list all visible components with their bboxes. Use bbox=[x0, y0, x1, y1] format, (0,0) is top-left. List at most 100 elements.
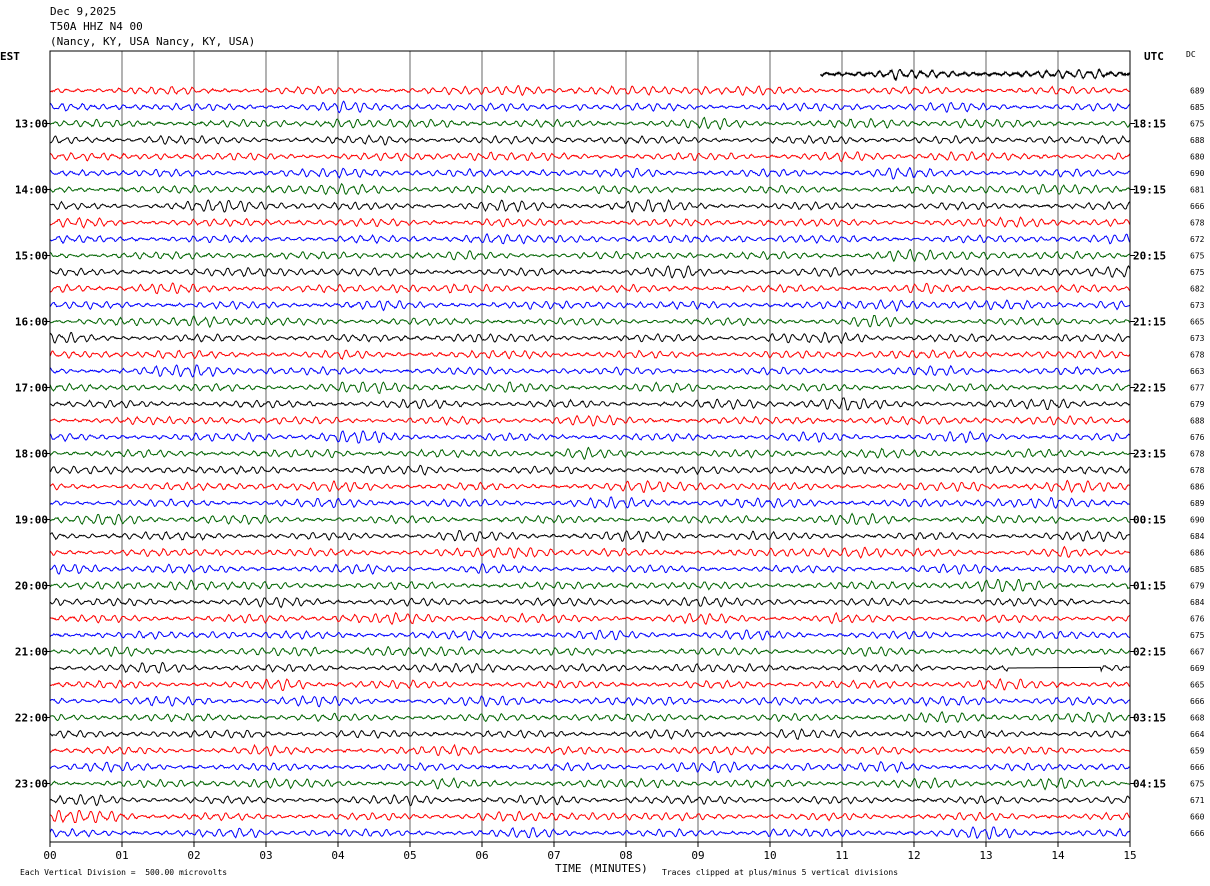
trace-row-19 bbox=[49, 381, 1131, 394]
dc-offset-row-4: 688 bbox=[1190, 136, 1205, 145]
est-label-20:00: 20:00 bbox=[15, 580, 48, 593]
trace-row-31 bbox=[49, 579, 1131, 593]
dc-offset-row-29: 686 bbox=[1190, 549, 1205, 558]
dc-offset-row-37: 665 bbox=[1190, 681, 1205, 690]
utc-label-01:15: 01:15 bbox=[1133, 580, 1166, 593]
header-location: (Nancy, KY, USA Nancy, KY, USA) bbox=[50, 35, 256, 48]
dc-offset-row-1: 689 bbox=[1190, 87, 1205, 96]
est-label-16:00: 16:00 bbox=[15, 316, 48, 329]
dc-offset-row-25: 686 bbox=[1190, 483, 1205, 492]
dc-offset-row-21: 688 bbox=[1190, 417, 1205, 426]
trace-row-10 bbox=[49, 232, 1131, 245]
utc-label-19:15: 19:15 bbox=[1133, 184, 1166, 197]
trace-row-34 bbox=[49, 629, 1131, 641]
trace-row-41 bbox=[49, 743, 1131, 757]
utc-time-labels: 18:15 19:15 20:15 21:15 22:15 23:15 00:15 01:15… bbox=[1130, 118, 1166, 791]
utc-label-23:15: 23:15 bbox=[1133, 448, 1166, 461]
dc-offset-row-11: 675 bbox=[1190, 252, 1205, 261]
est-label-13:00: 13:00 bbox=[15, 118, 48, 131]
x-tick-label-15: 15 bbox=[1123, 849, 1136, 862]
trace-row-6 bbox=[49, 166, 1131, 180]
trace-row-27 bbox=[49, 512, 1131, 526]
trace-row-37 bbox=[49, 678, 1131, 692]
trace-row-15 bbox=[49, 315, 1131, 329]
trace-row-0 bbox=[819, 68, 1131, 82]
trace-row-22 bbox=[49, 430, 1131, 444]
scale-note: Each Vertical Division = 500.00 microvol… bbox=[20, 868, 228, 877]
trace-row-12 bbox=[49, 265, 1131, 279]
trace-row-38 bbox=[49, 695, 1131, 708]
dc-offset-row-40: 664 bbox=[1190, 730, 1205, 739]
dc-offset-row-9: 678 bbox=[1190, 219, 1205, 228]
trace-row-11 bbox=[49, 248, 1131, 263]
trace-row-30 bbox=[49, 563, 1131, 575]
dc-offset-row-17: 678 bbox=[1190, 351, 1205, 360]
utc-label-00:15: 00:15 bbox=[1133, 514, 1166, 527]
dc-offset-row-41: 659 bbox=[1190, 747, 1205, 756]
x-tick-label-07: 07 bbox=[547, 849, 560, 862]
utc-label-21:15: 21:15 bbox=[1133, 316, 1166, 329]
trace-row-26 bbox=[49, 496, 1131, 510]
dc-offset-row-31: 679 bbox=[1190, 582, 1205, 591]
trace-row-3 bbox=[49, 116, 1131, 131]
est-label-23:00: 23:00 bbox=[15, 778, 48, 791]
x-tick-label-04: 04 bbox=[331, 849, 345, 862]
dc-offset-row-26: 689 bbox=[1190, 499, 1205, 508]
x-axis-ticks: 00 01 02 03 04 05 06 07 08 09 10 11 12 13 14 15 bbox=[43, 842, 1137, 862]
dc-offset-row-44: 671 bbox=[1190, 796, 1205, 805]
trace-row-20 bbox=[49, 397, 1131, 411]
trace-row-2 bbox=[49, 100, 1131, 114]
est-label-15:00: 15:00 bbox=[15, 250, 48, 263]
dc-column-label: DC bbox=[1186, 50, 1196, 59]
trace-row-44 bbox=[49, 794, 1131, 807]
est-label-19:00: 19:00 bbox=[15, 514, 48, 527]
dc-offset-row-42: 666 bbox=[1190, 763, 1205, 772]
seismic-traces bbox=[49, 68, 1131, 840]
dc-offset-row-16: 673 bbox=[1190, 334, 1205, 343]
x-tick-label-05: 05 bbox=[403, 849, 416, 862]
trace-row-46 bbox=[49, 826, 1131, 840]
utc-axis-label: UTC bbox=[1144, 50, 1164, 63]
utc-label-03:15: 03:15 bbox=[1133, 712, 1166, 725]
trace-row-23 bbox=[49, 446, 1131, 461]
trace-row-35 bbox=[49, 646, 1131, 658]
dc-offset-row-8: 666 bbox=[1190, 202, 1205, 211]
dc-offset-row-38: 666 bbox=[1190, 697, 1205, 706]
est-label-14:00: 14:00 bbox=[15, 184, 48, 197]
trace-row-45 bbox=[49, 809, 1131, 824]
header-station: T50A HHZ N4 00 bbox=[50, 20, 143, 33]
dc-offset-row-27: 690 bbox=[1190, 516, 1205, 525]
dc-offset-row-14: 673 bbox=[1190, 301, 1205, 310]
dc-offset-row-7: 681 bbox=[1190, 186, 1205, 195]
dc-offset-row-45: 660 bbox=[1190, 813, 1205, 822]
utc-label-20:15: 20:15 bbox=[1133, 250, 1166, 263]
trace-row-24 bbox=[49, 464, 1131, 476]
utc-label-04:15: 04:15 bbox=[1133, 778, 1166, 791]
x-tick-label-12: 12 bbox=[907, 849, 920, 862]
est-axis-label: EST bbox=[0, 50, 20, 63]
x-tick-label-02: 02 bbox=[187, 849, 200, 862]
trace-row-5 bbox=[49, 151, 1131, 163]
x-tick-label-00: 00 bbox=[43, 849, 56, 862]
dc-offset-row-36: 669 bbox=[1190, 664, 1205, 673]
x-tick-label-08: 08 bbox=[619, 849, 632, 862]
trace-row-25 bbox=[49, 479, 1131, 494]
trace-row-9 bbox=[49, 216, 1131, 229]
trace-row-28 bbox=[49, 529, 1131, 543]
dc-offset-row-15: 665 bbox=[1190, 318, 1205, 327]
trace-row-39 bbox=[49, 710, 1131, 724]
trace-row-32 bbox=[49, 596, 1131, 609]
est-time-labels: 13:00 14:00 15:00 16:00 17:00 18:00 19:00 20:00… bbox=[15, 118, 50, 791]
x-axis-title: TIME (MINUTES) bbox=[555, 862, 648, 875]
trace-row-14 bbox=[49, 299, 1131, 312]
trace-row-17 bbox=[49, 349, 1131, 361]
dc-offset-row-12: 675 bbox=[1190, 268, 1205, 277]
trace-row-29 bbox=[49, 545, 1131, 559]
minute-gridlines bbox=[49, 51, 1131, 842]
dc-offset-row-6: 690 bbox=[1190, 169, 1205, 178]
x-tick-label-03: 03 bbox=[259, 849, 272, 862]
dc-offset-row-33: 676 bbox=[1190, 615, 1205, 624]
x-tick-label-01: 01 bbox=[115, 849, 128, 862]
trace-row-1 bbox=[49, 85, 1130, 97]
